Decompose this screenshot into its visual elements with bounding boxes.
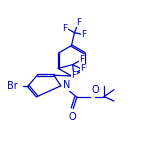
Text: F: F [76, 18, 81, 27]
Text: O: O [91, 85, 99, 95]
Text: N: N [63, 80, 71, 90]
Text: Br: Br [7, 81, 18, 91]
Text: F: F [79, 55, 85, 64]
Text: O: O [68, 112, 76, 122]
Text: F: F [81, 64, 86, 73]
Text: F: F [71, 71, 76, 80]
Text: F: F [81, 30, 87, 40]
Text: F: F [62, 24, 67, 33]
